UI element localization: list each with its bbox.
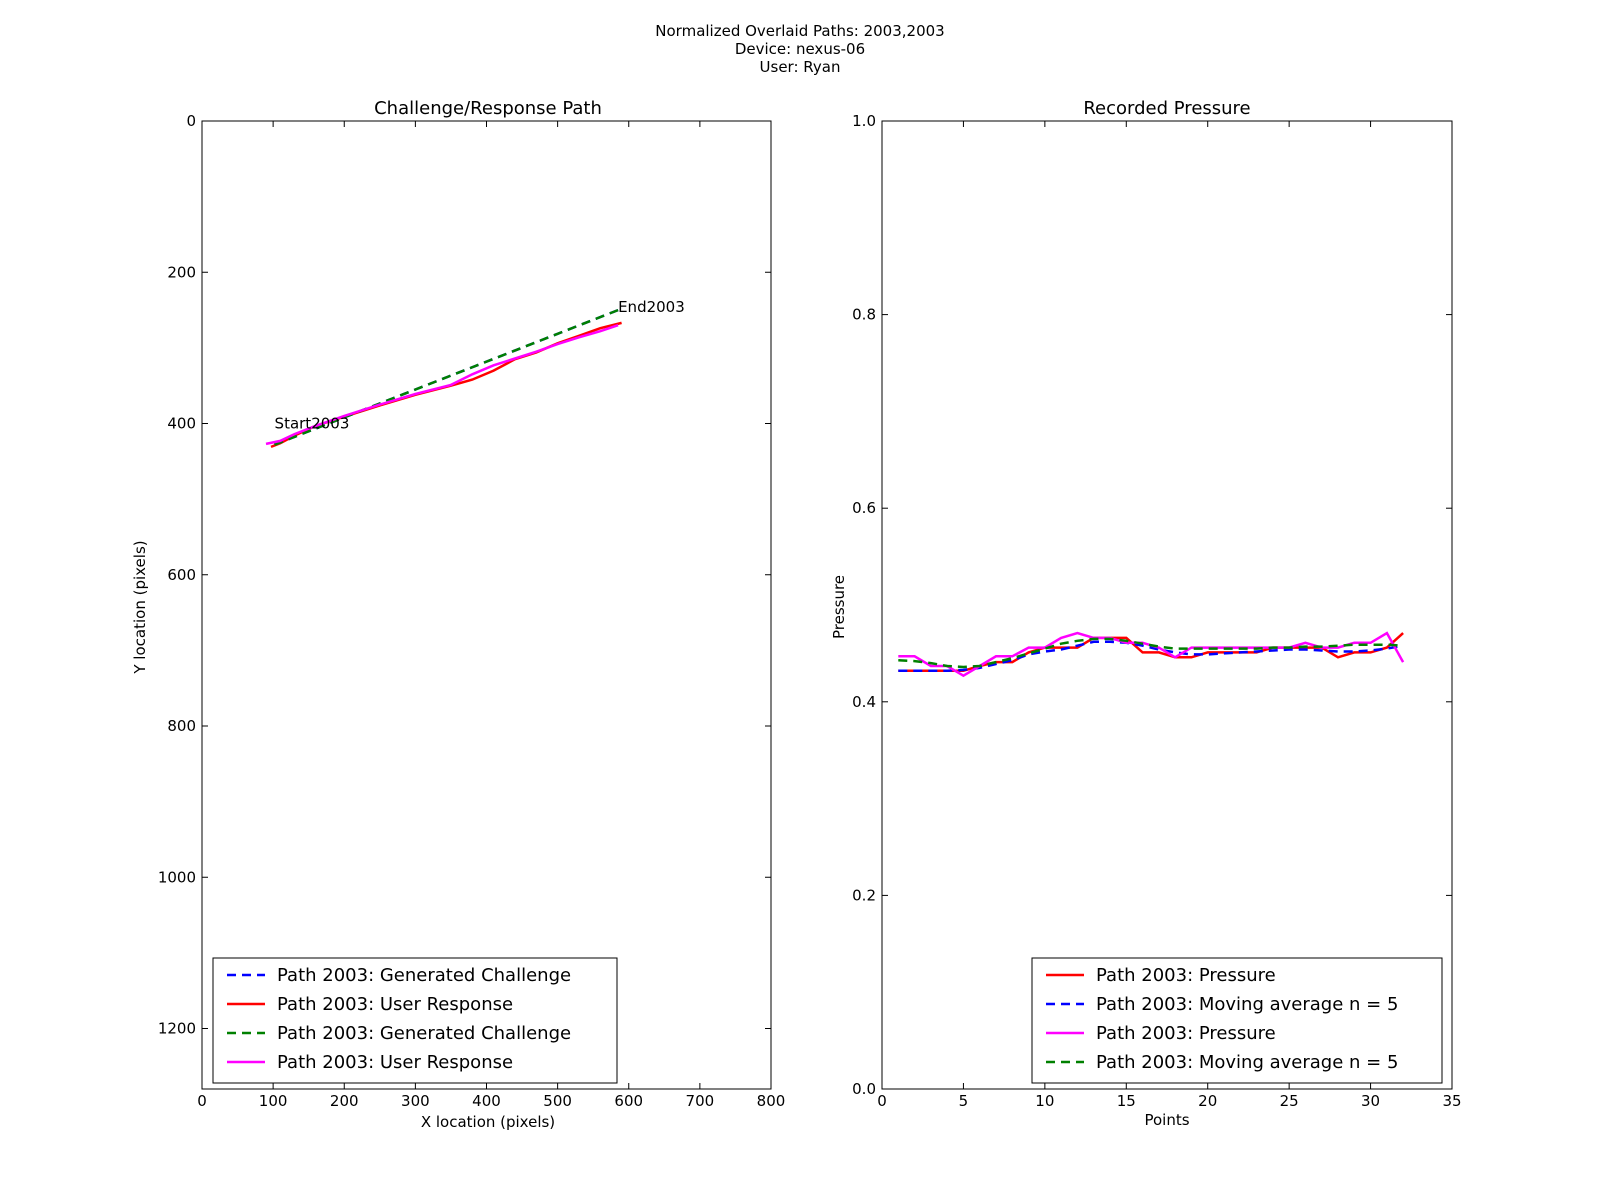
- path-chart-ytick-label: 600: [167, 566, 196, 584]
- pressure-chart-xtick-label: 15: [1117, 1092, 1136, 1110]
- path-chart-xtick-label: 700: [686, 1092, 715, 1110]
- pressure-chart-legend-entry: Path 2003: Pressure: [1096, 965, 1276, 986]
- path-chart-ylabel: Y location (pixels): [131, 540, 149, 674]
- path-chart-annotations: Start2003 End2003: [275, 298, 685, 432]
- path-chart-ytick-label: 0: [186, 112, 196, 130]
- path-series-line-2: [274, 308, 619, 446]
- path-chart-legend-entry: Path 2003: User Response: [277, 1052, 513, 1073]
- path-series-line-3: [265, 324, 619, 446]
- path-plot-area: [201, 120, 772, 1090]
- path-chart-xtick-label: 800: [757, 1092, 786, 1110]
- pressure-chart-legend-box: [1031, 957, 1443, 1084]
- pressure-chart-legend-entry: Path 2003: Pressure: [1096, 1023, 1276, 1044]
- pressure-chart-xtick-label: 25: [1280, 1092, 1299, 1110]
- pressure-chart-xtick-label: 35: [1442, 1092, 1461, 1110]
- path-chart-ytick-label: 400: [167, 415, 196, 433]
- path-chart-legend-entry: Path 2003: Generated Challenge: [277, 965, 571, 986]
- pressure-chart-legend: Path 2003: Pressure Path 2003: Moving ave…: [1031, 957, 1443, 1084]
- path-chart-ticks: 0 100 200 300 400 500 600 700 800 0 200 400 600 800 10…: [158, 112, 786, 1110]
- pressure-chart-ytick-label: 0.6: [852, 499, 876, 517]
- pressure-plot-frame: [881, 120, 1453, 1090]
- pressure-chart-legend-entry: Path 2003: Moving average n = 5: [1096, 1052, 1398, 1073]
- pressure-chart-ytick-label: 1.0: [852, 112, 876, 130]
- pressure-chart-ticks: 0 5 10 15 20 25 30 35 0.0 0.2 0.4 0.6 0.8 1.0: [852, 112, 1461, 1110]
- pressure-chart-xlabel: Points: [1144, 1111, 1189, 1129]
- path-chart-legend-entry: Path 2003: User Response: [277, 994, 513, 1015]
- pressure-chart-xtick-label: 30: [1361, 1092, 1380, 1110]
- path-annotation-start: Start2003: [275, 415, 350, 433]
- pressure-plot-area: [881, 120, 1453, 1090]
- path-chart: Challenge/Response Path 0 100 200 300 400 500…: [131, 98, 785, 1131]
- path-chart-xtick-label: 300: [401, 1092, 430, 1110]
- pressure-chart-ytick-label: 0.8: [852, 306, 876, 324]
- path-chart-xlabel: X location (pixels): [421, 1113, 555, 1131]
- path-chart-legend-box: [212, 957, 618, 1084]
- pressure-chart-xtick-label: 0: [877, 1092, 887, 1110]
- path-chart-legend-entry: Path 2003: Generated Challenge: [277, 1023, 571, 1044]
- path-chart-xtick-label: 400: [472, 1092, 501, 1110]
- pressure-chart-ylabel: Pressure: [830, 575, 848, 639]
- path-chart-xtick-label: 500: [543, 1092, 572, 1110]
- path-chart-ytick-label: 800: [167, 717, 196, 735]
- suptitle-line-3: User: Ryan: [760, 58, 841, 76]
- suptitle-line-1: Normalized Overlaid Paths: 2003,2003: [655, 22, 944, 40]
- pressure-chart-ytick-label: 0.4: [852, 693, 876, 711]
- path-chart-ytick-label: 1200: [158, 1020, 196, 1038]
- pressure-chart-legend-entry: Path 2003: Moving average n = 5: [1096, 994, 1398, 1015]
- pressure-chart-xtick-label: 20: [1198, 1092, 1217, 1110]
- path-chart-xtick-label: 0: [197, 1092, 207, 1110]
- suptitle-line-2: Device: nexus-06: [735, 40, 865, 58]
- pressure-chart-ytick-label: 0.0: [852, 1080, 876, 1098]
- pressure-chart-title: Recorded Pressure: [1083, 98, 1250, 119]
- path-chart-ytick-label: 200: [167, 263, 196, 281]
- pressure-series-line-3: [898, 637, 1404, 669]
- path-annotation-end: End2003: [618, 298, 685, 316]
- path-chart-xtick-label: 600: [614, 1092, 643, 1110]
- pressure-chart-xtick-label: 5: [959, 1092, 969, 1110]
- pressure-chart-ytick-label: 0.2: [852, 886, 876, 904]
- path-chart-xtick-label: 100: [259, 1092, 288, 1110]
- path-chart-ytick-label: 1000: [158, 868, 196, 886]
- path-chart-legend: Path 2003: Generated Challenge Path 2003:…: [212, 957, 618, 1084]
- pressure-chart-xtick-label: 10: [1035, 1092, 1054, 1110]
- pressure-series-line-1: [898, 640, 1404, 673]
- figure-suptitle: Normalized Overlaid Paths: 2003,2003 Dev…: [655, 22, 944, 76]
- pressure-chart: Recorded Pressure 0 5 10 15 20 25 30 35 0.0 0.2 0.…: [830, 98, 1462, 1129]
- path-chart-title: Challenge/Response Path: [374, 98, 602, 119]
- path-chart-xtick-label: 200: [330, 1092, 359, 1110]
